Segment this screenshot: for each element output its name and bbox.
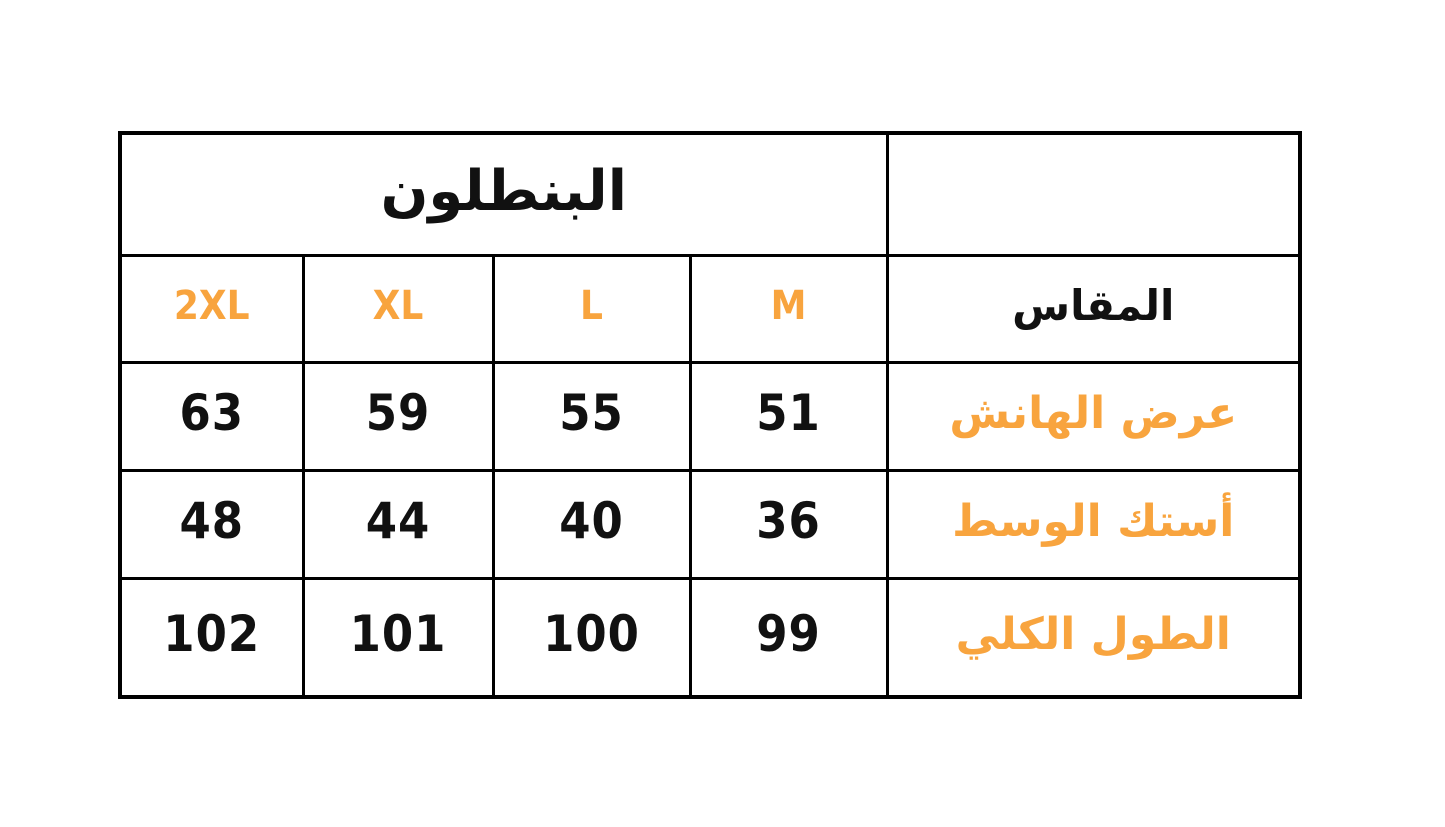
size-column-header: المقاس — [885, 253, 1302, 364]
value-hip-2xl: 63 — [118, 360, 305, 472]
table-row-total-length: الطول الكلي 99 100 101 102 — [118, 576, 1302, 699]
title-row: البنطلون — [118, 131, 1302, 257]
value-length-xl: 101 — [301, 576, 495, 699]
table-title: البنطلون — [118, 131, 889, 257]
value-waist-m: 36 — [688, 468, 889, 580]
value-length-m: 99 — [688, 576, 889, 699]
size-label-2xl: 2XL — [118, 253, 305, 364]
value-waist-xl: 44 — [301, 468, 495, 580]
value-hip-m: 51 — [688, 360, 889, 472]
row-label-hip-width: عرض الهانش — [885, 360, 1302, 472]
value-length-l: 100 — [491, 576, 692, 699]
size-chart-table: البنطلون المقاس M L XL 2XL عرض الهانش 51… — [118, 131, 1303, 699]
table-row-hip-width: عرض الهانش 51 55 59 63 — [118, 360, 1302, 472]
row-label-total-length: الطول الكلي — [885, 576, 1302, 699]
value-waist-l: 40 — [491, 468, 692, 580]
corner-cell — [885, 131, 1302, 257]
size-label-xl: XL — [301, 253, 495, 364]
value-hip-xl: 59 — [301, 360, 495, 472]
value-hip-l: 55 — [491, 360, 692, 472]
size-label-m: M — [688, 253, 889, 364]
value-length-2xl: 102 — [118, 576, 305, 699]
row-label-waist-elastic: أستك الوسط — [885, 468, 1302, 580]
table-row-waist-elastic: أستك الوسط 36 40 44 48 — [118, 468, 1302, 580]
size-label-l: L — [491, 253, 692, 364]
size-header-row: المقاس M L XL 2XL — [118, 253, 1302, 364]
value-waist-2xl: 48 — [118, 468, 305, 580]
